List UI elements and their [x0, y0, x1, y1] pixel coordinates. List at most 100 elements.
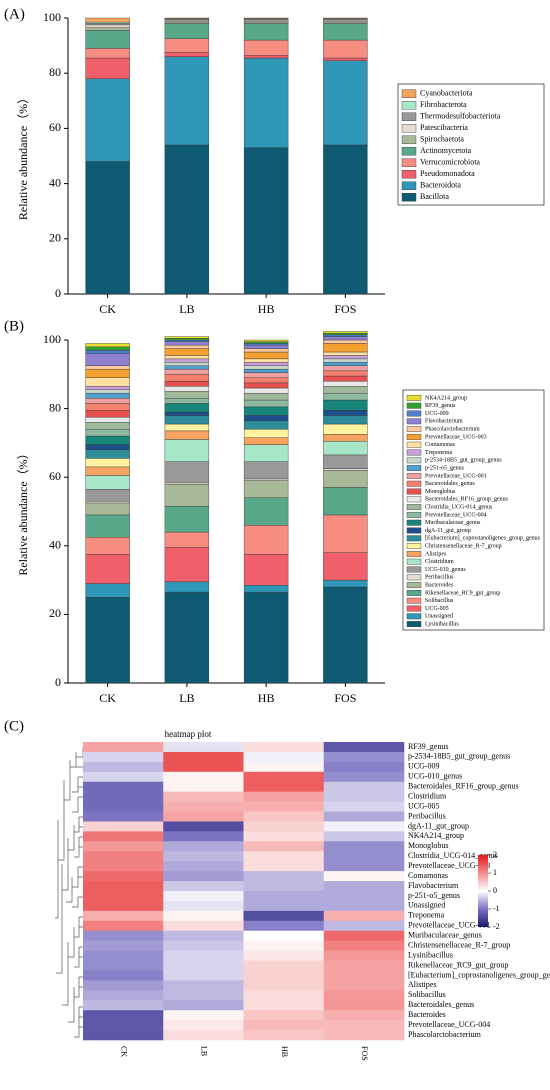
- heatmap-cell: [323, 891, 405, 902]
- heatmap-cell: [243, 1010, 325, 1021]
- heatmap-cell: [243, 881, 325, 892]
- legend-swatch: [406, 449, 422, 456]
- legend-swatch: [406, 519, 422, 526]
- bar-segment: [243, 17, 289, 20]
- row-label: UCG-010_genus: [408, 772, 462, 781]
- legend-swatch: [406, 496, 422, 503]
- row-label: Phascolarctobacterium: [408, 1030, 482, 1039]
- legend-swatch: [406, 433, 422, 440]
- heatmap-cell: [323, 940, 405, 951]
- bar-segment: [323, 39, 368, 59]
- heatmap-cell: [163, 930, 244, 941]
- bar-segment: [243, 420, 289, 430]
- legend-label: Comamonas: [425, 442, 456, 448]
- bar-segment: [323, 410, 368, 416]
- heatmap-cell: [243, 910, 325, 922]
- heatmap-cell: [163, 871, 244, 882]
- legend-swatch: [401, 193, 417, 202]
- bar-segment: [323, 60, 368, 146]
- bar-segment: [164, 17, 210, 20]
- legend-label: Lysinibacillus: [425, 621, 459, 627]
- bar-segment: [243, 478, 289, 481]
- bar-segment: [243, 591, 289, 684]
- bar-segment: [243, 437, 289, 445]
- heatmap-cell: [163, 821, 244, 832]
- heatmap-cell: [323, 851, 405, 862]
- bar-segment: [243, 55, 289, 59]
- heatmap-cell: [163, 811, 244, 822]
- bar-segment: [243, 444, 289, 462]
- legend-label: Muribaculaceae_genus: [425, 520, 481, 526]
- heatmap-cell: [243, 980, 325, 991]
- legend-label: Clostridia_UCG-014_genus: [425, 504, 493, 510]
- bar-segment: [85, 597, 130, 684]
- legend-swatch: [406, 566, 422, 573]
- bar-segment: [323, 355, 368, 360]
- row-label: Comamonas: [408, 871, 448, 880]
- heatmap-cell: [243, 960, 325, 971]
- legend-swatch: [401, 181, 417, 190]
- bar-segment: [323, 351, 368, 356]
- legend-label: Clostridium: [425, 559, 454, 565]
- heatmap-cell: [163, 861, 244, 872]
- bar-segment: [243, 147, 289, 295]
- bar-segment: [243, 344, 289, 349]
- heatmap-cell: [163, 761, 244, 773]
- bar-segment: [164, 423, 210, 432]
- heatmap-cell: [323, 1010, 405, 1021]
- legend-label: Bacillota: [420, 192, 449, 201]
- legend-label: Bacteroidota: [420, 181, 461, 190]
- bar-segment: [243, 382, 289, 389]
- heatmap-cell: [83, 742, 164, 753]
- y-tick-label: 60: [49, 120, 61, 134]
- legend-label: Alistipes: [425, 551, 447, 557]
- bar-segment: [243, 387, 289, 394]
- legend-swatch: [401, 89, 417, 98]
- bar-segment: [323, 57, 368, 61]
- bar-segment: [323, 440, 368, 456]
- legend-label: Fibrobacterota: [420, 100, 467, 109]
- colorbar-tick-label: -2: [493, 922, 500, 931]
- bar-segment: [85, 365, 130, 370]
- y-tick-label: 80: [49, 65, 61, 79]
- legend-label: Spirochaetota: [420, 135, 464, 144]
- bar-segment: [243, 428, 289, 438]
- legend-swatch: [401, 170, 417, 179]
- legend-swatch: [406, 550, 422, 557]
- heatmap-cell: [83, 990, 164, 1001]
- bar-segment: [164, 336, 210, 339]
- heatmap-cell: [323, 950, 405, 961]
- heatmap-cell: [243, 742, 325, 753]
- y-tick-label: 0: [55, 286, 61, 300]
- bar-segment: [323, 144, 368, 295]
- legend-swatch: [406, 558, 422, 565]
- bar-segment: [323, 415, 368, 425]
- column-label: LB: [200, 1046, 209, 1056]
- bar-segment: [243, 399, 289, 408]
- panel-label: (C): [4, 718, 24, 734]
- bar-segment: [323, 586, 368, 684]
- legend-swatch: [406, 418, 422, 425]
- heatmap-cell: [83, 861, 164, 872]
- bar-segment: [243, 19, 289, 22]
- legend-label: Peribacillus: [425, 575, 454, 581]
- heatmap-cell: [323, 881, 405, 892]
- heatmap-cell: [323, 771, 405, 783]
- bar-segment: [323, 375, 368, 382]
- row-label: Prevotellaceae_UCG-004: [408, 1020, 490, 1029]
- bar-segment: [164, 415, 210, 425]
- legend-swatch: [401, 135, 417, 144]
- bar-segment: [323, 331, 368, 334]
- y-tick-label: 80: [49, 400, 61, 414]
- heatmap-cell: [243, 761, 325, 773]
- heatmap-cell: [83, 851, 164, 862]
- legend-box: [402, 389, 545, 631]
- heatmap-cell: [83, 821, 164, 832]
- bar-segment: [243, 525, 289, 555]
- bar-segment: [164, 355, 210, 360]
- heatmap-cell: [83, 900, 164, 912]
- heatmap-cell: [163, 1030, 244, 1041]
- heatmap-cell: [243, 900, 325, 912]
- row-label: Unassigned: [408, 901, 445, 910]
- bar-segment: [243, 368, 289, 373]
